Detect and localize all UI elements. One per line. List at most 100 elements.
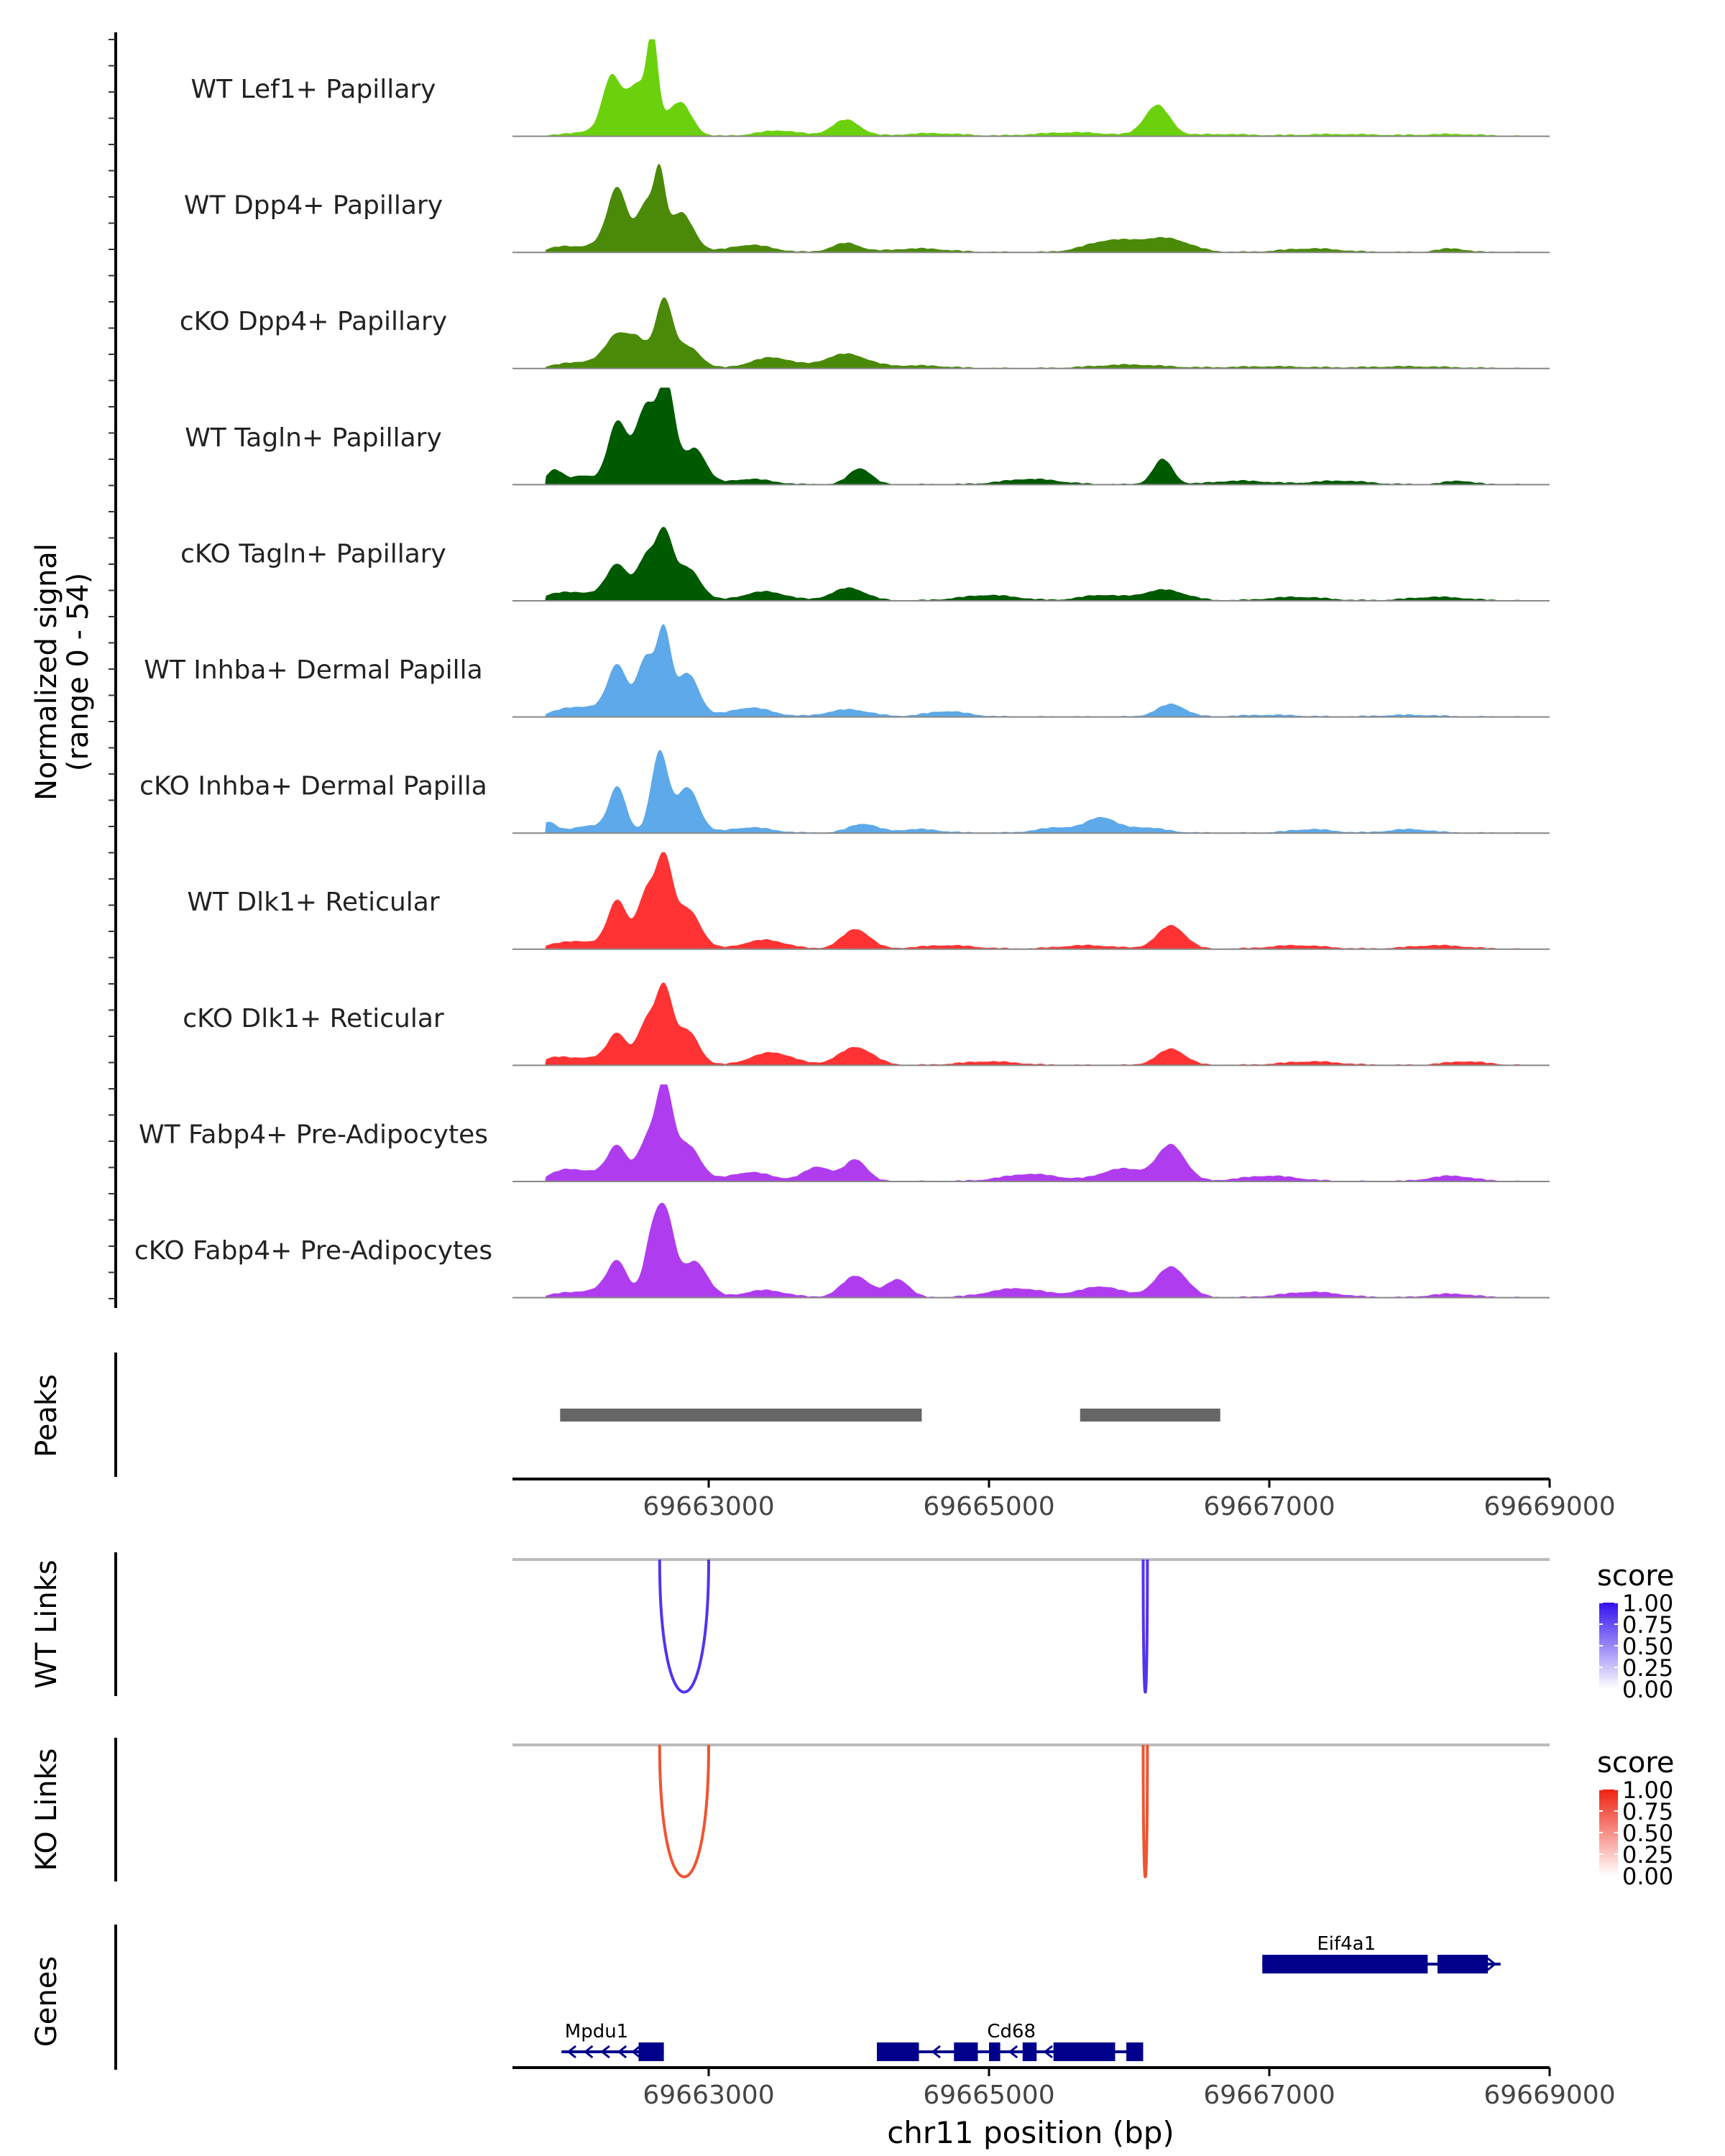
gene-exon <box>1262 1955 1428 1973</box>
coverage-track-label: WT Fabp4+ Pre-Adipocytes <box>139 1120 488 1149</box>
gene-exon <box>1438 1955 1489 1973</box>
score-legend-label: 0.25 <box>1622 1654 1673 1682</box>
gene-strand-arrow <box>566 2045 576 2059</box>
x-axis-tick-label: 69665000 <box>923 2081 1054 2110</box>
coverage-area-cko-dpp4-papillary <box>512 297 1550 369</box>
gene-strand-arrow <box>631 2045 641 2059</box>
coverage-track-label: WT Lef1+ Papillary <box>191 75 436 104</box>
gene-strand-arrow <box>931 2045 941 2059</box>
x-axis-tick-label: 69663000 <box>643 2081 774 2110</box>
coverage-area-wt-lef1-papillary <box>512 39 1550 137</box>
peak-region-1 <box>560 1409 922 1422</box>
coverage-track-wt-fabp4-pre-adipocytes: WT Fabp4+ Pre-Adipocytes <box>139 1084 1550 1182</box>
link-arc <box>1141 1559 1149 1694</box>
coverage-track-wt-dlk1-reticular: WT Dlk1+ Reticular <box>187 852 1550 950</box>
coverage-area-wt-inhba-dermal-papilla <box>512 624 1550 717</box>
gene-strand-arrow <box>1008 2045 1018 2059</box>
gene-strand-arrow <box>617 2045 627 2059</box>
gene-mpdu1: Mpdu1 <box>561 2021 664 2061</box>
score-legend-label: 1.00 <box>1622 1590 1673 1617</box>
gene-label: Cd68 <box>987 2021 1036 2042</box>
gene-strand-arrow <box>583 2045 594 2059</box>
score-legend-label: 0.50 <box>1622 1633 1673 1660</box>
gene-eif4a1: Eif4a1 <box>1262 1933 1501 1973</box>
link-arc <box>658 1744 710 1879</box>
x-axis-upper: 69663000 69665000 69667000 69669000 <box>512 1478 1616 1521</box>
coverage-track-label: WT Inhba+ Dermal Papilla <box>144 655 482 685</box>
coverage-area-wt-dpp4-papillary <box>512 164 1550 253</box>
coverage-track-label: WT Dlk1+ Reticular <box>187 888 439 917</box>
gene-exon <box>1022 2042 1037 2061</box>
link-track-ko-links: 1.000.750.500.250.00 <box>114 1738 1673 1890</box>
x-axis-lower: 69663000 69665000 69667000 69669000 <box>512 2066 1616 2110</box>
coverage-track-cko-fabp4-pre-adipocytes: cKO Fabp4+ Pre-Adipocytes <box>134 1202 1550 1299</box>
peaks-track <box>114 1353 1220 1477</box>
coverage-track-cko-dpp4-papillary: cKO Dpp4+ Papillary <box>180 297 1550 369</box>
coverage-track-cko-inhba-dermal-papilla: cKO Inhba+ Dermal Papilla <box>139 750 1550 834</box>
link-track-wt-links: 1.000.750.500.250.00 <box>114 1552 1673 1703</box>
coverage-track-label: cKO Fabp4+ Pre-Adipocytes <box>134 1236 492 1266</box>
gene-strand-arrow <box>1043 2045 1053 2059</box>
gene-exon <box>638 2042 664 2061</box>
coverage-area-cko-dlk1-reticular <box>512 982 1550 1066</box>
coverage-tracks: WT Lef1+ Papillary WT Dpp4+ Papillary cKO … <box>134 39 1550 1299</box>
wt-links-label: WT Links <box>30 1560 63 1688</box>
x-axis-tick-label: 69665000 <box>923 1492 1054 1521</box>
coverage-track-wt-inhba-dermal-papilla: WT Inhba+ Dermal Papilla <box>144 624 1550 718</box>
coverage-track-label: cKO Tagln+ Papillary <box>180 539 446 568</box>
x-axis-tick-label: 69663000 <box>643 1492 774 1521</box>
score-legend-label: 0.75 <box>1622 1798 1673 1825</box>
genes-track-label: Genes <box>30 1956 63 2047</box>
x-axis-tick-label: 69667000 <box>1203 1492 1335 1521</box>
gene-label: Eif4a1 <box>1317 1933 1376 1955</box>
coverage-track-label: cKO Dpp4+ Papillary <box>180 307 447 336</box>
coverage-y-axis <box>109 32 117 1308</box>
coverage-area-wt-tagln-papillary <box>512 387 1550 485</box>
peaks-track-label: Peaks <box>30 1374 63 1457</box>
gene-exon <box>954 2042 978 2061</box>
coverage-track-wt-lef1-papillary: WT Lef1+ Papillary <box>191 39 1550 137</box>
ko-links-legend-title: score <box>1597 1746 1674 1779</box>
x-axis-tick-label: 69669000 <box>1484 1492 1615 1521</box>
gene-exon <box>877 2042 919 2061</box>
genes-track: Eif4a1 Mpdu1 Cd68 <box>114 1925 1501 2070</box>
x-axis-tick-label: 69667000 <box>1203 2081 1335 2110</box>
gene-strand-arrow <box>600 2045 610 2059</box>
coverage-track-cko-tagln-papillary: cKO Tagln+ Papillary <box>180 527 1550 602</box>
score-legend-label: 0.75 <box>1622 1611 1673 1639</box>
coverage-track-label: cKO Dlk1+ Reticular <box>183 1004 444 1033</box>
wt-links-legend-title: score <box>1597 1560 1674 1593</box>
coverage-ylabel-line1: Normalized signal <box>30 543 63 801</box>
coverage-area-wt-fabp4-pre-adipocytes <box>512 1084 1550 1181</box>
gene-exon <box>1126 2042 1144 2061</box>
coverage-track-wt-dpp4-papillary: WT Dpp4+ Papillary <box>184 164 1550 254</box>
score-legend-label: 0.00 <box>1622 1863 1673 1890</box>
coverage-track-label: cKO Inhba+ Dermal Papilla <box>139 772 487 801</box>
score-legend-label: 0.50 <box>1622 1820 1673 1847</box>
peak-region-2 <box>1080 1409 1220 1422</box>
score-legend-label: 0.25 <box>1622 1841 1673 1869</box>
gene-exon <box>989 2042 1000 2061</box>
coverage-track-cko-dlk1-reticular: cKO Dlk1+ Reticular <box>183 982 1550 1067</box>
gene-exon <box>1053 2042 1116 2061</box>
coverage-track-label: WT Dpp4+ Papillary <box>184 191 443 221</box>
score-legend-label: 1.00 <box>1622 1777 1673 1804</box>
ko-links-label: KO Links <box>30 1749 63 1871</box>
x-axis-tick-label: 69669000 <box>1484 2081 1615 2110</box>
coverage-area-cko-tagln-papillary <box>512 527 1550 601</box>
x-axis-title: chr11 position (bp) <box>887 2115 1174 2150</box>
coverage-area-cko-fabp4-pre-adipocytes <box>512 1202 1550 1298</box>
link-arc <box>1141 1744 1149 1879</box>
link-tracks: 1.000.750.500.250.001.000.750.500.250.00 <box>114 1552 1673 1890</box>
link-arc <box>658 1559 710 1694</box>
gene-cd68: Cd68 <box>877 2021 1144 2061</box>
gene-label: Mpdu1 <box>565 2021 628 2042</box>
coverage-track-wt-tagln-papillary: WT Tagln+ Papillary <box>185 387 1550 486</box>
coverage-area-cko-inhba-dermal-papilla <box>512 750 1550 834</box>
coverage-area-wt-dlk1-reticular <box>512 852 1550 949</box>
score-legend-label: 0.00 <box>1622 1676 1673 1703</box>
coverage-track-label: WT Tagln+ Papillary <box>185 423 442 453</box>
gene-strand-arrow <box>1487 1957 1497 1971</box>
coverage-ylabel-line2: (range 0 - 54) <box>62 573 95 771</box>
